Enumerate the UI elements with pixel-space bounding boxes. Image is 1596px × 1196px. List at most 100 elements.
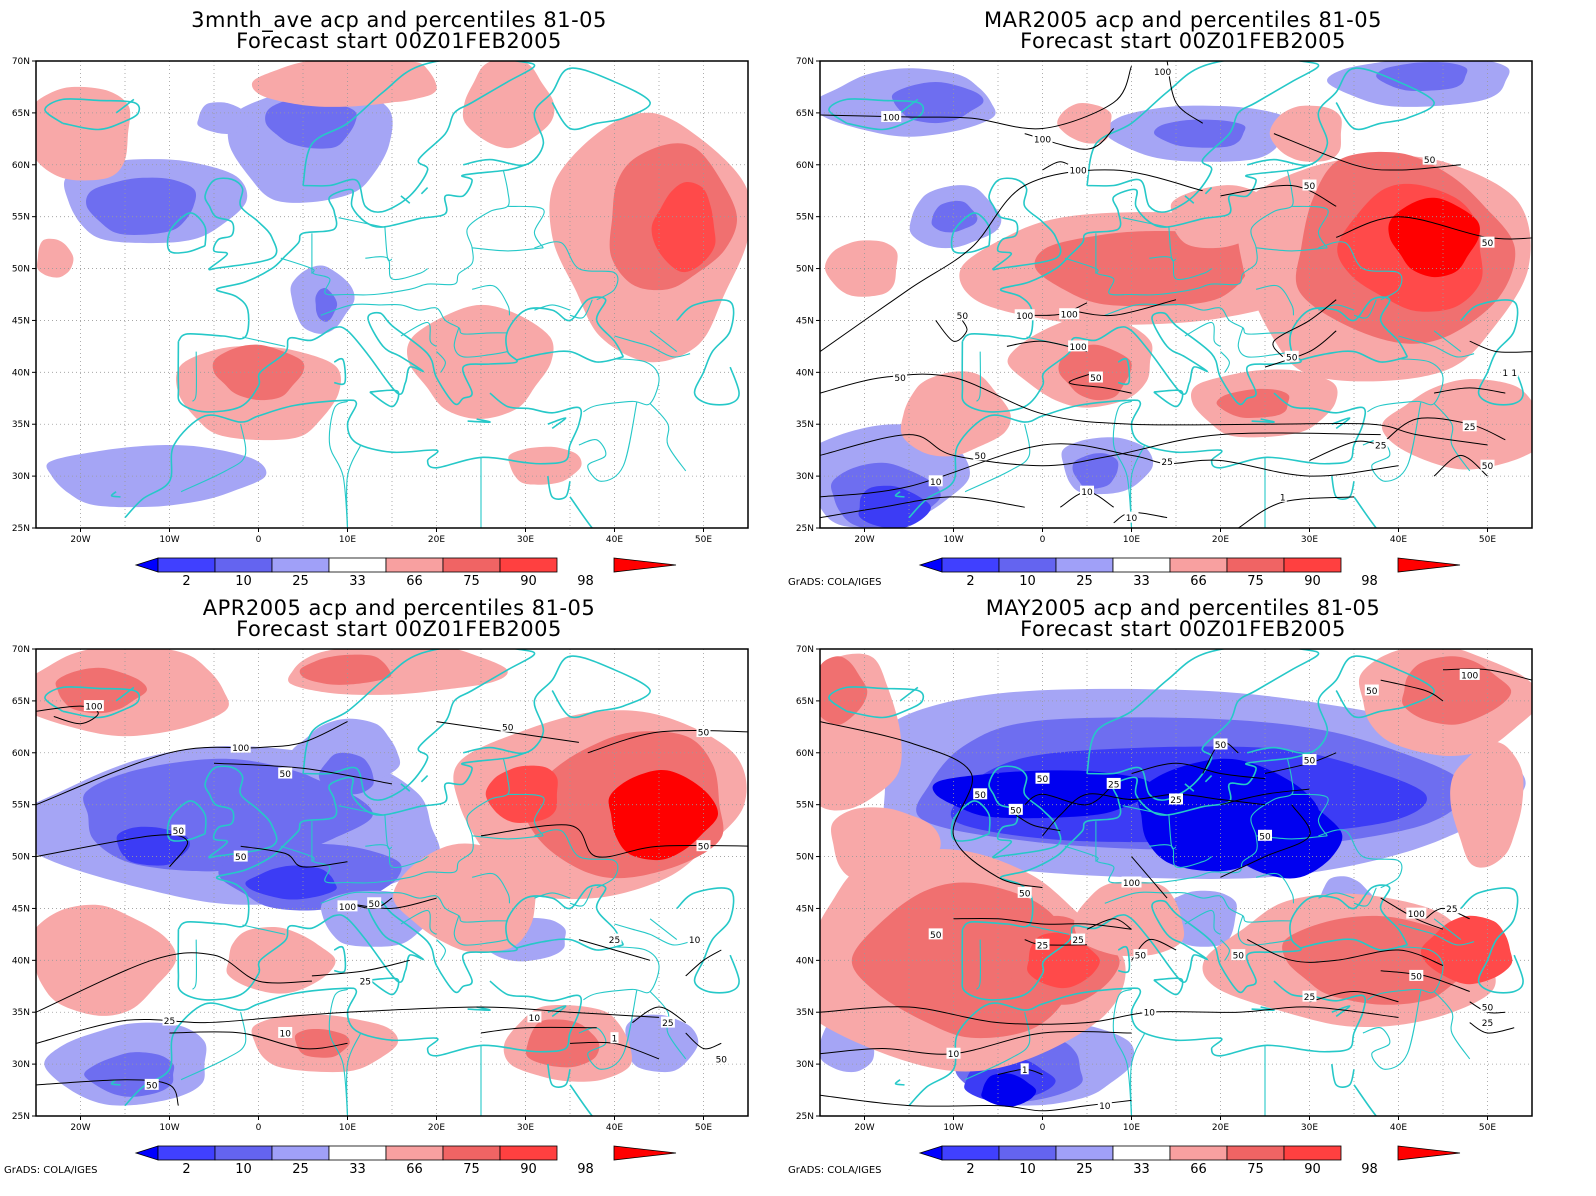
- coastline: [1460, 299, 1524, 406]
- lon-label: 20E: [1212, 1123, 1229, 1133]
- lon-label: 50E: [1479, 535, 1496, 545]
- contour-line: [1469, 1001, 1506, 1014]
- colorbar-segment: [941, 1145, 1000, 1161]
- country-border: [534, 892, 571, 899]
- colorbar-label: 98: [1361, 1162, 1378, 1177]
- contour-line: [36, 952, 312, 1013]
- contour-line: [1015, 814, 1061, 832]
- colorbar-label: 33: [1133, 574, 1150, 589]
- coastline: [894, 1079, 905, 1086]
- coastline: [547, 417, 567, 430]
- contour-label-bg: [946, 1047, 961, 1059]
- colorbar-label: 2: [966, 574, 974, 589]
- coastline: [302, 61, 536, 213]
- coastline: [908, 392, 1367, 519]
- lon-label: 50E: [1479, 1123, 1496, 1133]
- lon-label: 10W: [943, 535, 963, 545]
- colorbar-label: 10: [1019, 1162, 1036, 1177]
- lon-label: 30E: [1301, 1123, 1318, 1133]
- panel-title: MAY2005 acp and percentiles 81-05: [985, 596, 1381, 620]
- lat-label: 30N: [796, 472, 814, 482]
- coastline: [908, 980, 1367, 1107]
- coastline: [676, 299, 740, 406]
- contour-label: 25: [1108, 780, 1119, 790]
- colorbar-segment: [499, 557, 558, 573]
- contour-label-bg: [230, 741, 251, 753]
- map-frame: [35, 648, 749, 1117]
- contour-line: [1246, 939, 1444, 966]
- country-border: [1433, 991, 1471, 1060]
- contour-label: 25: [1161, 458, 1172, 468]
- colorbar-segment: [442, 1145, 501, 1161]
- contour-label: 50: [1259, 832, 1271, 842]
- coastline: [1086, 61, 1320, 213]
- contour-line: [1309, 990, 1399, 1003]
- lat-label: 40N: [796, 956, 814, 966]
- coastline: [1300, 350, 1408, 363]
- country-border: [1026, 924, 1070, 935]
- contour-line: [1131, 762, 1266, 780]
- country-border: [384, 814, 393, 850]
- contour-label-bg: [1258, 829, 1272, 841]
- contour-label: 100: [232, 744, 249, 754]
- contour-label-bg: [1422, 153, 1437, 165]
- coastline: [177, 752, 526, 930]
- shading-region: [851, 882, 1069, 1039]
- contour-label: 100: [1070, 343, 1087, 353]
- coastline: [894, 491, 905, 498]
- colorbar-label: 25: [292, 1162, 309, 1177]
- country-border: [280, 169, 510, 296]
- contour-label: 50: [1286, 353, 1298, 363]
- shading-region: [931, 200, 978, 233]
- country-border: [569, 887, 593, 907]
- contour-label-bg: [1160, 455, 1175, 467]
- lat-label: 70N: [796, 57, 814, 67]
- coastline: [988, 765, 1062, 859]
- lat-label: 45N: [12, 904, 30, 914]
- coastline: [1184, 195, 1195, 204]
- contour-line: [36, 834, 189, 868]
- colorbar-label: 25: [1076, 574, 1093, 589]
- lon-label: 10E: [1123, 1123, 1140, 1133]
- colorbar: 2 10 25 33 66 75 90 98: [918, 557, 1461, 589]
- lon-label: 10W: [159, 1123, 179, 1133]
- colorbar-label: 2: [182, 574, 190, 589]
- coastline: [110, 491, 121, 498]
- colorbar-segment: [998, 557, 1057, 573]
- country-border: [1353, 887, 1377, 907]
- colorbar-label: 25: [1076, 1162, 1093, 1177]
- map-frame: [35, 60, 749, 529]
- contour-label-bg: [1462, 420, 1477, 432]
- contour-label-bg: [1124, 511, 1139, 523]
- contour-label-bg: [1152, 65, 1173, 77]
- panel-may2005: MAY2005 acp and percentiles 81-05 Foreca…: [784, 588, 1582, 1186]
- contour-label-bg: [1302, 990, 1317, 1002]
- coastline: [1117, 357, 1131, 386]
- panel-title: APR2005 acp and percentiles 81-05: [202, 596, 596, 620]
- colorbar-arrow-right: [613, 1145, 677, 1161]
- contour-line: [1424, 907, 1470, 920]
- colorbar-segment: [1226, 557, 1285, 573]
- map-area: [36, 61, 748, 528]
- country-border: [1104, 891, 1292, 923]
- panel-title: 3mnth_ave acp and percentiles 81-05: [191, 8, 607, 32]
- country-border: [365, 844, 428, 869]
- lat-label: 60N: [796, 161, 814, 171]
- shading-region: [86, 177, 197, 236]
- contour-line: [632, 1006, 686, 1024]
- contour-label: 50: [1090, 374, 1102, 384]
- shading-region: [36, 904, 177, 1016]
- colorbar-segment: [1283, 1145, 1342, 1161]
- shading-region: [245, 865, 337, 900]
- contour-line: [1469, 1022, 1515, 1034]
- colorbar-segment: [941, 557, 1000, 573]
- coastline: [333, 357, 347, 386]
- contour-label: 50: [974, 791, 986, 801]
- colorbar-segment: [157, 557, 216, 573]
- lat-label: 45N: [796, 316, 814, 326]
- contour-label: 10: [1099, 1102, 1111, 1112]
- contour-label: 100: [883, 114, 900, 124]
- contour-label-bg: [278, 1026, 293, 1038]
- country-border: [338, 805, 384, 816]
- coastline: [166, 800, 207, 842]
